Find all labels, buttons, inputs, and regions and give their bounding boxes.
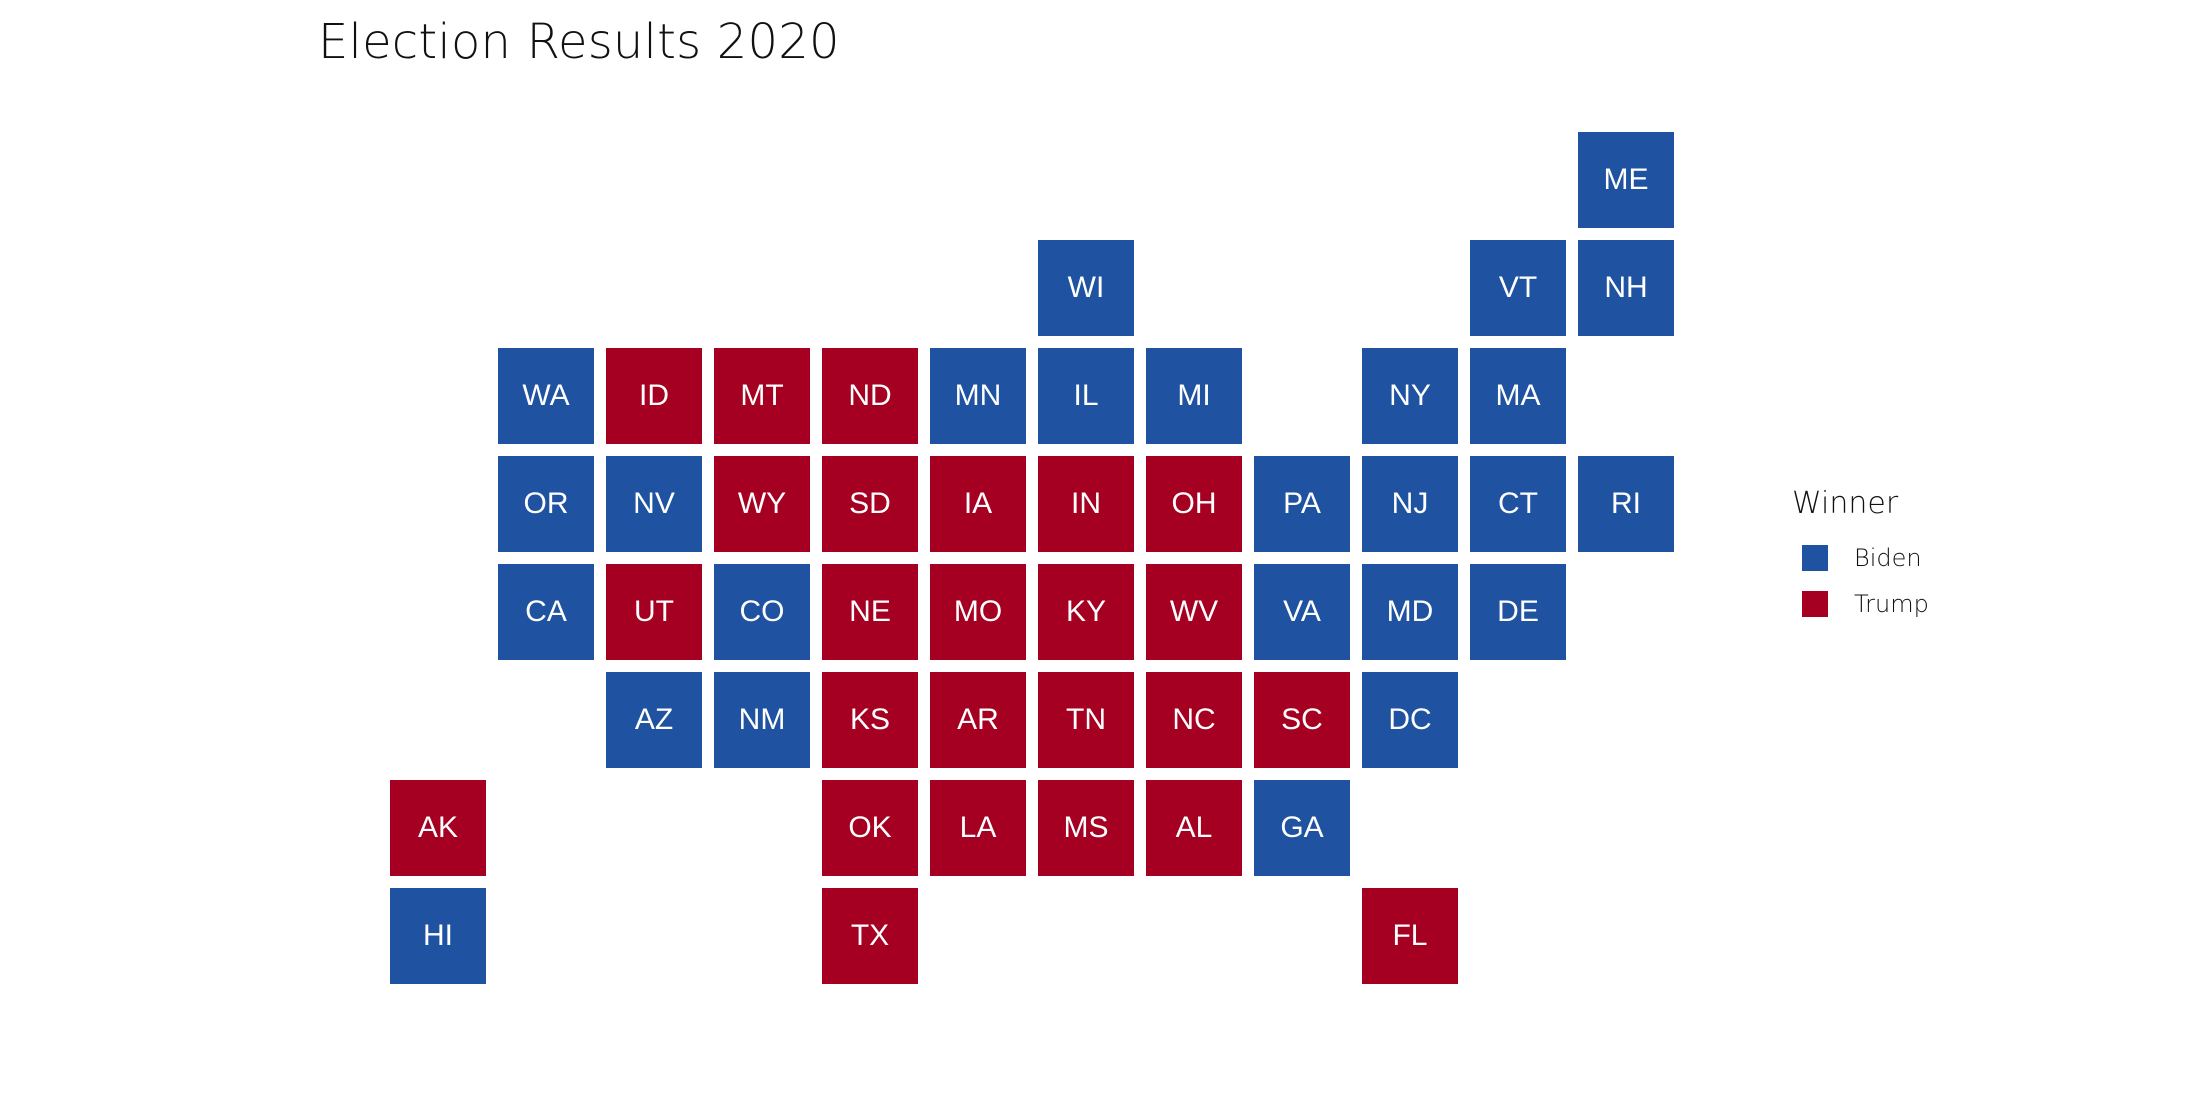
state-tile-wi: WI <box>1038 240 1134 336</box>
state-tile-nm: NM <box>714 672 810 768</box>
state-tile-wv: WV <box>1146 564 1242 660</box>
state-tile-in: IN <box>1038 456 1134 552</box>
state-tile-ky: KY <box>1038 564 1134 660</box>
state-tile-nc: NC <box>1146 672 1242 768</box>
state-tile-mt: MT <box>714 348 810 444</box>
state-tile-tx: TX <box>822 888 918 984</box>
state-tile-il: IL <box>1038 348 1134 444</box>
state-tile-mn: MN <box>930 348 1026 444</box>
state-tile-me: ME <box>1578 132 1674 228</box>
state-tile-vt: VT <box>1470 240 1566 336</box>
state-tile-nh: NH <box>1578 240 1674 336</box>
state-tile-or: OR <box>498 456 594 552</box>
state-tile-md: MD <box>1362 564 1458 660</box>
state-tile-ms: MS <box>1038 780 1134 876</box>
state-tile-pa: PA <box>1254 456 1350 552</box>
legend-swatch-biden <box>1802 545 1828 571</box>
state-tile-ak: AK <box>390 780 486 876</box>
state-tile-ut: UT <box>606 564 702 660</box>
state-tile-ca: CA <box>498 564 594 660</box>
state-tile-de: DE <box>1470 564 1566 660</box>
state-tile-ok: OK <box>822 780 918 876</box>
state-tile-va: VA <box>1254 564 1350 660</box>
state-tile-nd: ND <box>822 348 918 444</box>
state-tile-sd: SD <box>822 456 918 552</box>
state-tile-mi: MI <box>1146 348 1242 444</box>
state-tile-al: AL <box>1146 780 1242 876</box>
legend-item-biden: Biden <box>1792 535 1929 581</box>
state-tile-oh: OH <box>1146 456 1242 552</box>
legend-label-trump: Trump <box>1854 590 1929 618</box>
state-tile-ct: CT <box>1470 456 1566 552</box>
legend-swatch-trump <box>1802 591 1828 617</box>
state-tile-hi: HI <box>390 888 486 984</box>
state-tile-ri: RI <box>1578 456 1674 552</box>
state-tile-ne: NE <box>822 564 918 660</box>
state-tile-ny: NY <box>1362 348 1458 444</box>
legend-item-trump: Trump <box>1792 581 1929 627</box>
legend: Winner Biden Trump <box>1792 486 1929 627</box>
state-tile-id: ID <box>606 348 702 444</box>
state-tile-ks: KS <box>822 672 918 768</box>
legend-title: Winner <box>1792 486 1899 521</box>
state-tile-la: LA <box>930 780 1026 876</box>
state-tile-ga: GA <box>1254 780 1350 876</box>
state-tile-fl: FL <box>1362 888 1458 984</box>
state-tile-co: CO <box>714 564 810 660</box>
state-tile-tn: TN <box>1038 672 1134 768</box>
state-tile-wy: WY <box>714 456 810 552</box>
state-tile-az: AZ <box>606 672 702 768</box>
state-tile-nj: NJ <box>1362 456 1458 552</box>
state-tile-wa: WA <box>498 348 594 444</box>
state-tile-mo: MO <box>930 564 1026 660</box>
state-tile-ia: IA <box>930 456 1026 552</box>
map-title: Election Results 2020 <box>318 14 840 70</box>
state-tile-ma: MA <box>1470 348 1566 444</box>
state-tile-nv: NV <box>606 456 702 552</box>
state-tile-sc: SC <box>1254 672 1350 768</box>
state-tile-dc: DC <box>1362 672 1458 768</box>
legend-label-biden: Biden <box>1854 544 1922 572</box>
state-tile-ar: AR <box>930 672 1026 768</box>
